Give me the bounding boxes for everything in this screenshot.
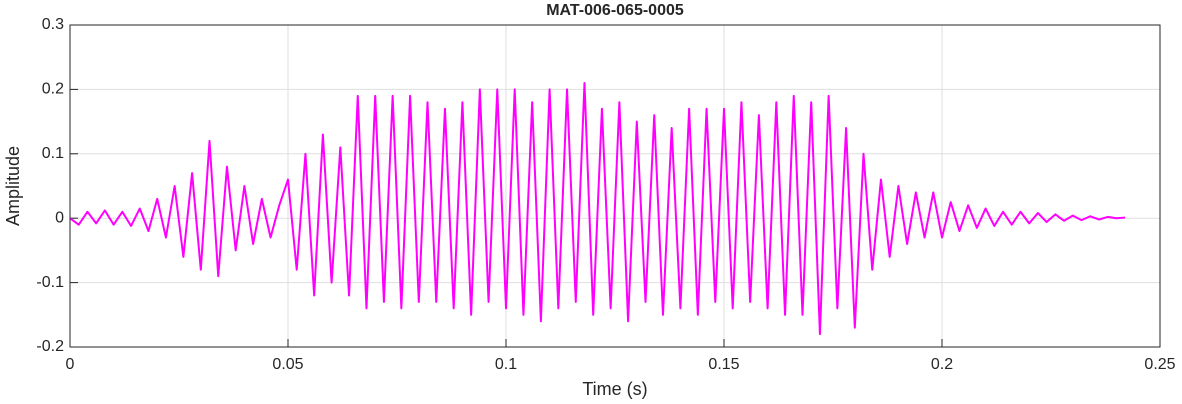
x-tick-label: 0.2 bbox=[931, 356, 953, 373]
y-tick-label: 0 bbox=[55, 209, 64, 226]
chart-title: MAT-006-065-0005 bbox=[546, 2, 684, 19]
waveform-line bbox=[69, 81, 1126, 336]
x-tick-label: 0 bbox=[66, 356, 75, 373]
y-tick-label: 0.2 bbox=[42, 81, 64, 98]
axes-box bbox=[69, 24, 1161, 348]
x-tick-label: 0.15 bbox=[708, 356, 739, 373]
x-tick-label: 0.25 bbox=[1144, 356, 1175, 373]
x-axis-label: Time (s) bbox=[582, 379, 647, 399]
x-tick-label: 0.05 bbox=[272, 356, 303, 373]
y-axis-label: Amplitude bbox=[3, 146, 23, 226]
y-tick-label: 0.1 bbox=[42, 145, 64, 162]
y-tick-label: -0.2 bbox=[36, 338, 64, 355]
y-tick-label: -0.1 bbox=[36, 274, 64, 291]
y-tick-label: 0.3 bbox=[42, 16, 64, 33]
x-tick-label: 0.1 bbox=[495, 356, 517, 373]
